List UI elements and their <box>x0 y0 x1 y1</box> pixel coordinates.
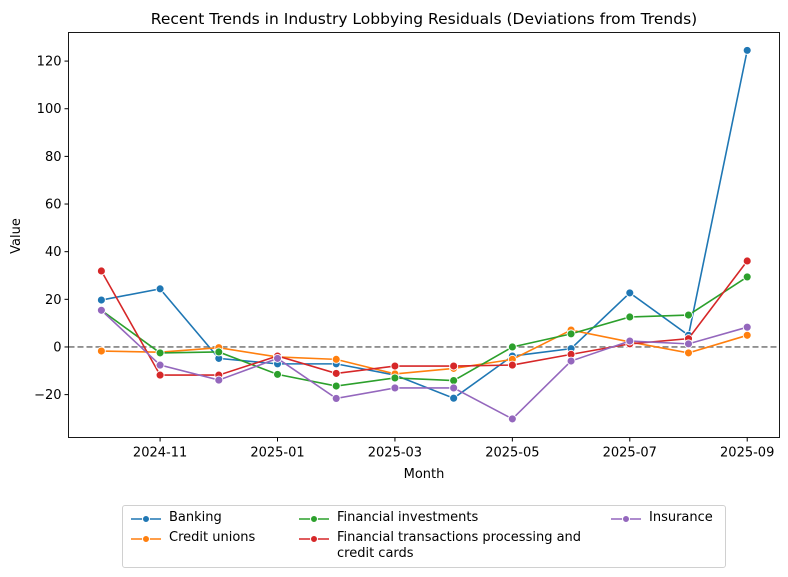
data-point-insurance <box>742 322 752 332</box>
data-point-financial-transactions-processing-and-credit-cards <box>331 368 341 378</box>
y-tick-label: −20 <box>34 388 61 403</box>
data-point-financial-investments <box>155 348 165 358</box>
y-tick-label: 120 <box>37 55 62 70</box>
x-tick-label: 2025-01 <box>250 446 304 461</box>
data-point-banking <box>625 288 635 298</box>
data-point-credit-unions <box>331 354 341 364</box>
chart-title: Recent Trends in Industry Lobbying Resid… <box>151 10 697 28</box>
legend-item-banking: Banking <box>131 510 222 525</box>
x-tick-label: 2024-11 <box>133 446 187 461</box>
x-tick-label: 2025-03 <box>368 446 422 461</box>
data-point-financial-investments <box>566 329 576 339</box>
data-point-financial-investments <box>331 381 341 391</box>
series-line-financial-transactions-processing-and-credit-cards <box>100 260 748 376</box>
data-point-financial-investments <box>214 347 224 357</box>
x-tick-label: 2025-05 <box>485 446 539 461</box>
legend-label-line2: credit cards <box>337 546 414 561</box>
data-point-insurance <box>566 356 576 366</box>
y-tick-label: 100 <box>37 102 62 117</box>
series-line-insurance <box>100 309 748 420</box>
x-tick-label: 2025-07 <box>603 446 657 461</box>
series-line-financial-investments <box>100 276 748 387</box>
data-point-credit-unions <box>684 348 693 358</box>
plot-frame <box>68 32 780 438</box>
data-point-banking <box>96 295 106 305</box>
legend-label: Financial investments <box>337 510 479 525</box>
data-point-insurance <box>507 414 517 424</box>
data-point-insurance <box>625 336 635 346</box>
data-point-financial-investments <box>742 272 752 282</box>
legend-marker-insurance <box>611 515 641 523</box>
data-point-financial-transactions-processing-and-credit-cards <box>155 370 165 380</box>
data-point-banking <box>742 45 752 55</box>
data-point-banking <box>449 393 459 403</box>
data-point-financial-transactions-processing-and-credit-cards <box>449 361 459 371</box>
data-point-financial-transactions-processing-and-credit-cards <box>742 256 752 266</box>
data-point-financial-investments <box>625 312 635 322</box>
data-point-insurance <box>214 375 224 385</box>
data-point-insurance <box>390 383 400 393</box>
data-point-financial-investments <box>390 373 400 383</box>
data-point-credit-unions <box>96 346 106 356</box>
y-tick-label: 60 <box>45 198 62 213</box>
data-point-financial-investments <box>507 342 517 352</box>
legend-item-insurance: Insurance <box>611 510 713 525</box>
y-tick-label: 80 <box>45 150 62 165</box>
y-axis-label: Value <box>9 218 24 254</box>
legend-marker-credit-unions <box>131 535 161 543</box>
legend-label: Banking <box>169 510 222 525</box>
legend-item-credit-unions: Credit unions <box>131 530 255 545</box>
data-point-financial-transactions-processing-and-credit-cards <box>390 361 400 371</box>
data-point-insurance <box>273 353 282 363</box>
data-point-financial-transactions-processing-and-credit-cards <box>96 266 106 276</box>
data-point-insurance <box>155 360 165 370</box>
x-axis-label: Month <box>404 467 445 482</box>
x-tick-label: 2025-09 <box>720 446 774 461</box>
legend-marker-financial-transactions <box>299 535 329 543</box>
y-tick-label: 40 <box>45 245 62 260</box>
data-point-credit-unions <box>742 330 752 340</box>
data-point-insurance <box>449 383 459 393</box>
data-point-financial-transactions-processing-and-credit-cards <box>507 360 517 370</box>
legend-label: Credit unions <box>169 530 256 545</box>
y-tick-label: 20 <box>45 293 62 308</box>
data-point-insurance <box>96 305 106 315</box>
data-point-banking <box>155 284 165 294</box>
legend-item-financial-investments: Financial investments <box>299 510 478 525</box>
legend-label: Insurance <box>649 510 713 525</box>
legend-item-financial-transactions: Financial transactions processing and cre… <box>299 530 581 562</box>
legend: Banking Credit unions Financial investme… <box>122 505 726 568</box>
legend-marker-financial-investments <box>299 515 329 523</box>
data-point-financial-investments <box>449 376 459 386</box>
y-tick-label: 0 <box>53 340 61 355</box>
data-point-insurance <box>331 393 341 403</box>
data-point-financial-investments <box>684 310 693 320</box>
data-point-insurance <box>684 339 693 349</box>
legend-marker-banking <box>131 515 161 523</box>
data-point-financial-investments <box>273 369 282 379</box>
legend-label-line1: Financial transactions processing and <box>337 530 582 545</box>
series-line-banking <box>101 50 748 400</box>
